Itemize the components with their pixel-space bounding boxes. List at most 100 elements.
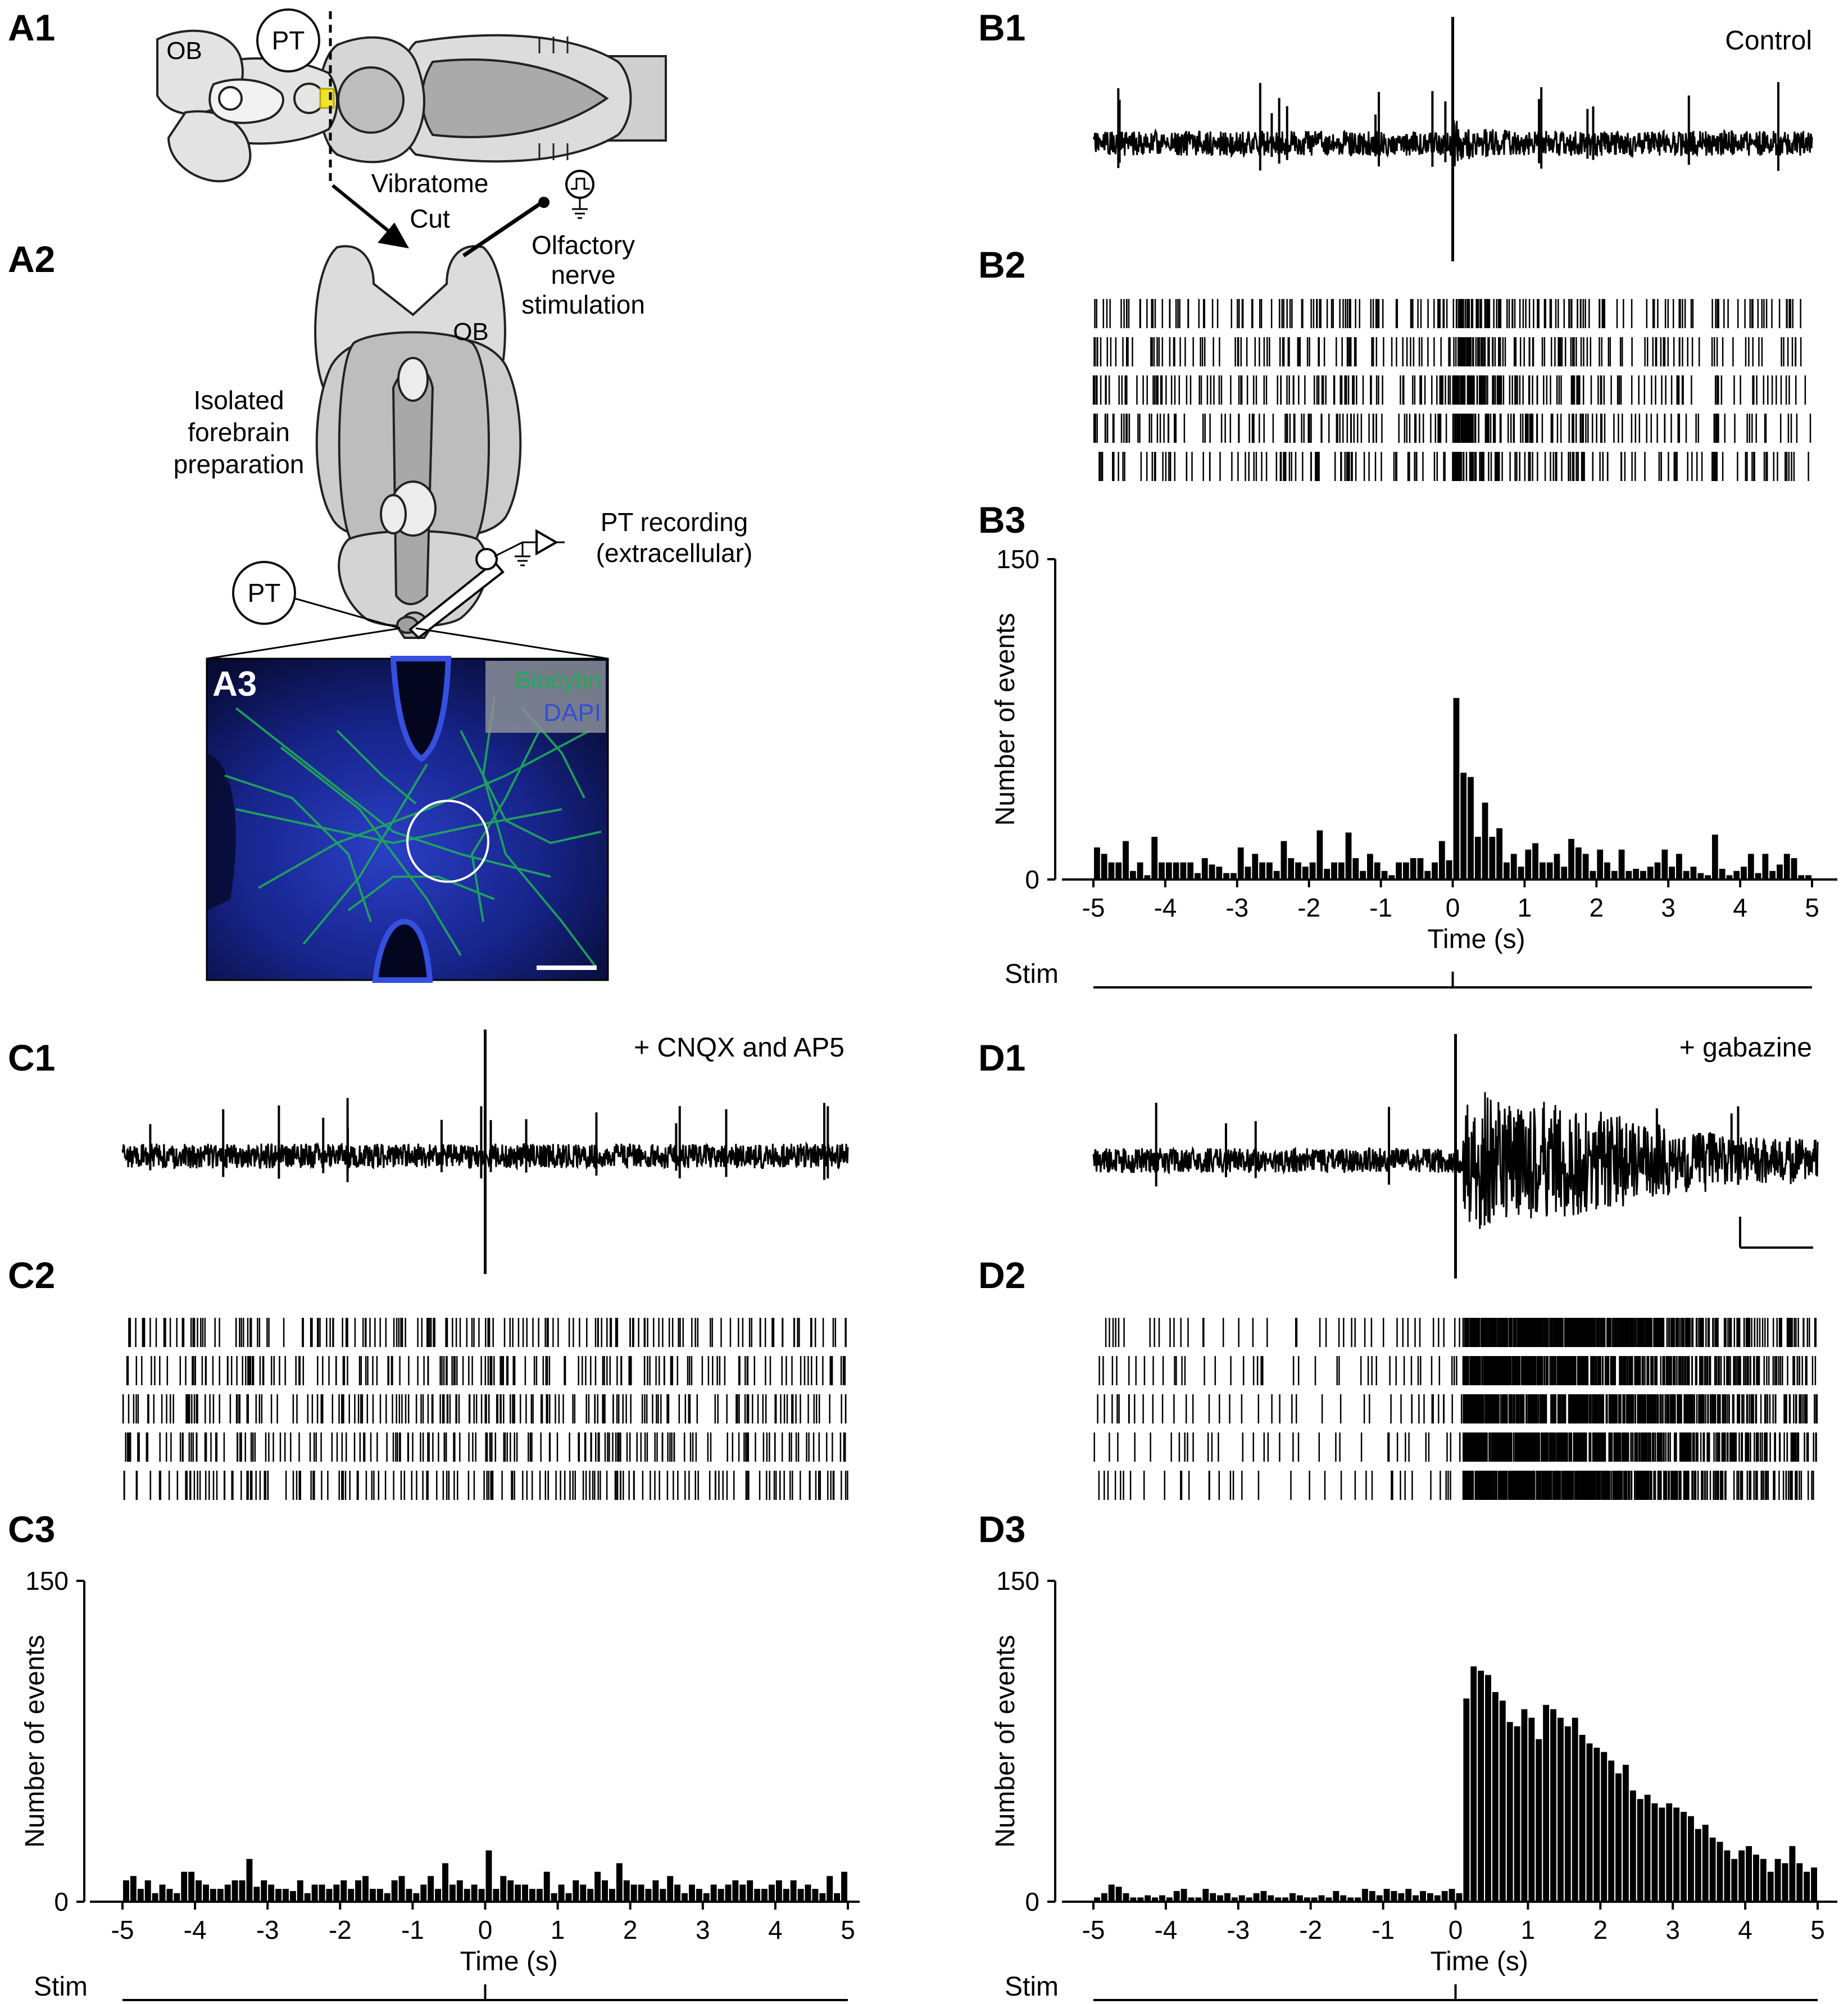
histogram-bar <box>652 1880 659 1902</box>
micrograph-ventricle-top <box>390 656 452 763</box>
histogram-bar <box>1338 862 1345 879</box>
condition-label-c: + CNQX and AP5 <box>634 1033 844 1063</box>
histogram-bar <box>688 1884 695 1902</box>
histogram-bar <box>1201 858 1208 879</box>
histogram-bar <box>536 1889 543 1902</box>
histogram-bar <box>1618 849 1625 879</box>
spike-raster-c2 <box>122 1318 848 1500</box>
histogram-bar <box>1345 832 1352 879</box>
x-tick-label: 3 <box>1661 893 1676 922</box>
histogram-bar <box>1561 867 1568 879</box>
voltage-trace-b1 <box>1092 17 1813 261</box>
histogram-bar <box>456 1880 463 1902</box>
histogram-bar <box>1417 858 1424 879</box>
panel-label-d3: D3 <box>978 1508 1025 1550</box>
histogram-bar <box>1374 862 1381 879</box>
histogram-bar <box>841 1871 847 1902</box>
histogram-bar <box>732 1880 739 1902</box>
micrograph-ventricle-bottom <box>372 918 433 983</box>
histogram-bar <box>1726 875 1733 879</box>
x-tick-label: -3 <box>256 1915 279 1944</box>
histogram-bar <box>1252 854 1259 879</box>
histogram-bar <box>384 1893 391 1902</box>
histogram-bar <box>1683 870 1690 879</box>
histogram-bar <box>1582 854 1589 879</box>
vibratome-arrow <box>332 184 394 237</box>
histogram-bar <box>1438 841 1445 879</box>
histogram-bar <box>406 1889 412 1902</box>
pt-bottom-label: PT <box>248 578 281 607</box>
x-tick-label: -5 <box>1082 893 1105 922</box>
histogram-bar <box>1245 867 1251 879</box>
psth-histogram-c3: 150 0 Number of events -5 -4 -3 -2 -1 0 1 2 3 4 5 Time… <box>20 1566 860 2002</box>
histogram-bar <box>558 1884 565 1902</box>
histogram-bar <box>340 1880 347 1902</box>
y-axis-label: Number of events <box>991 613 1020 826</box>
histogram-bar <box>1173 862 1179 879</box>
histogram-bar <box>1468 777 1474 879</box>
histogram-bar <box>1094 847 1100 879</box>
histogram-bar <box>333 1884 340 1902</box>
histogram-bar <box>775 1880 782 1902</box>
histogram-bar <box>660 1889 666 1902</box>
vibratome-arrowhead <box>378 223 409 248</box>
x-tick-label: 2 <box>623 1915 638 1944</box>
psth-histogram-b3: 150 0 Number of events -5 -4 -3 -2 -1 0 1 2 3 4 5 Time… <box>991 545 1837 989</box>
hypothalamus-node <box>293 83 325 114</box>
histogram-bar <box>1388 875 1395 879</box>
histogram-bar <box>123 1880 129 1902</box>
histogram-bar <box>565 1893 572 1902</box>
histogram-bar <box>1151 837 1158 879</box>
histogram-bar <box>1432 862 1438 879</box>
recording-pipette-holder <box>475 548 498 570</box>
histogram-bar <box>369 1889 376 1902</box>
histogram-bar <box>1783 854 1790 879</box>
histogram-bar <box>1625 870 1632 879</box>
pt-recording-label-line2: (extracellular) <box>596 538 753 568</box>
panel-label-c2: C2 <box>8 1254 55 1296</box>
x-tick-label: 0 <box>1446 893 1460 922</box>
isolated-label-line3: preparation <box>174 450 305 479</box>
histogram-bar <box>144 1880 151 1902</box>
telencephalon-node <box>218 86 243 111</box>
histogram-bar <box>1661 849 1668 879</box>
stim-label: Stim <box>1005 959 1059 989</box>
zoom-line-right <box>415 627 609 660</box>
histogram-bar <box>1554 854 1560 879</box>
histogram-bar <box>224 1884 231 1902</box>
condition-label-d: + gabazine <box>1679 1033 1812 1063</box>
pt-top-circle <box>256 8 320 72</box>
histogram-bar <box>783 1889 789 1902</box>
histogram-bar <box>275 1889 282 1902</box>
histogram-bar <box>1747 854 1754 879</box>
histogram-bar <box>1331 862 1337 879</box>
histogram-bar <box>297 1880 303 1902</box>
histogram-bar <box>747 1880 753 1902</box>
histogram-bar <box>1805 875 1811 879</box>
histogram-bar <box>696 1889 702 1902</box>
histogram-bar <box>1711 835 1718 879</box>
histogram-bar <box>1762 854 1769 879</box>
histogram-bar <box>1165 862 1172 879</box>
histogram-bar <box>449 1884 456 1902</box>
x-tick-label: 5 <box>841 1915 855 1944</box>
histogram-bar <box>1424 870 1431 879</box>
histogram-bar <box>1453 698 1460 879</box>
stim-ground-icon <box>572 198 588 219</box>
histogram-bar <box>289 1890 296 1902</box>
histogram-bar <box>710 1884 717 1902</box>
histogram-bar <box>761 1889 768 1902</box>
panel-label-b3: B3 <box>978 499 1025 541</box>
recording-ground-icon <box>515 542 530 566</box>
histogram-bar <box>790 1880 797 1902</box>
panel-label-d2: D2 <box>978 1254 1025 1296</box>
histogram-bar <box>130 1876 137 1902</box>
histogram-bar <box>1281 841 1287 879</box>
histogram-bar <box>682 1893 688 1902</box>
histogram-bar <box>485 1850 492 1902</box>
x-tick-label: 0 <box>478 1915 493 1944</box>
histogram-bar <box>754 1889 761 1902</box>
histogram-bar <box>1209 864 1215 879</box>
x-tick-label: 1 <box>551 1915 565 1944</box>
